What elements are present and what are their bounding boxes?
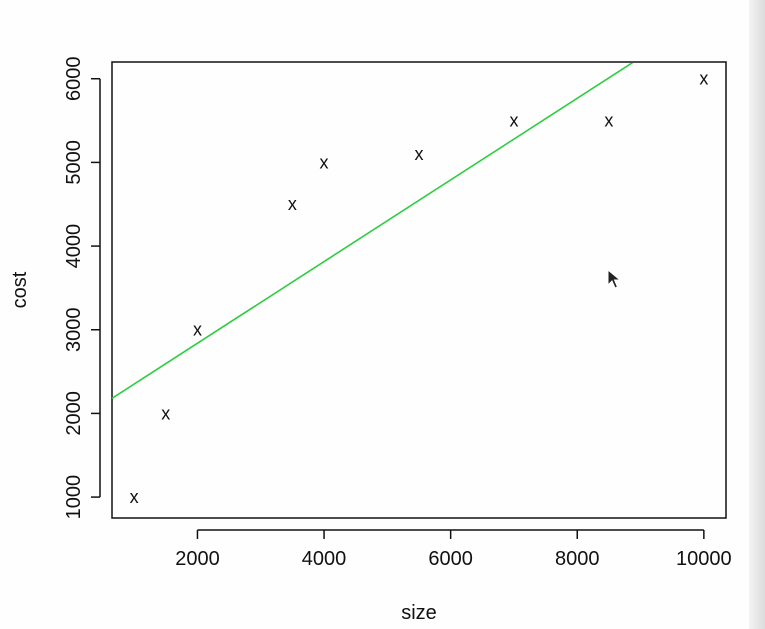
fit-line bbox=[111, 63, 634, 400]
plot-frame bbox=[111, 61, 727, 519]
x-tick-label: 6000 bbox=[428, 548, 473, 570]
y-tick-label: 4000 bbox=[63, 224, 85, 269]
y-tick-label: 1000 bbox=[63, 475, 85, 520]
data-point: x bbox=[604, 111, 613, 131]
x-tick-label: 8000 bbox=[555, 548, 600, 570]
mouse-pointer-icon bbox=[607, 268, 622, 289]
x-tick-label: 4000 bbox=[302, 548, 347, 570]
x-tick-label: 10000 bbox=[676, 548, 732, 570]
y-tick-label: 2000 bbox=[63, 391, 85, 436]
y-tick-label: 5000 bbox=[63, 140, 85, 185]
x-tick-label: 2000 bbox=[175, 548, 220, 570]
data-point: x bbox=[699, 69, 708, 89]
window-edge bbox=[749, 0, 765, 629]
data-point: x bbox=[509, 111, 518, 131]
y-axis-title: cost bbox=[9, 271, 31, 308]
y-tick-label: 6000 bbox=[63, 56, 85, 101]
data-point: x bbox=[320, 152, 329, 172]
data-point: x bbox=[415, 144, 424, 164]
data-point: x bbox=[161, 403, 170, 423]
data-point: x bbox=[130, 487, 139, 507]
x-axis-title: size bbox=[401, 602, 437, 624]
y-tick-label: 3000 bbox=[63, 307, 85, 352]
data-point: x bbox=[193, 320, 202, 340]
data-point: x bbox=[288, 194, 297, 214]
